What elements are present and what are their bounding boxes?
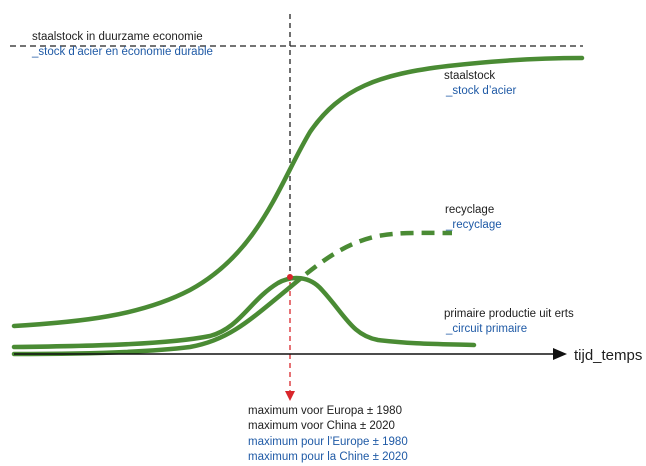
stock-label-fr: _stock d’acier [445, 85, 516, 97]
time-axis-label: tijd_temps [574, 347, 642, 364]
recycling-projection-curve [304, 230, 453, 276]
primary-production-curve [11, 275, 477, 350]
primary-label-nl: primaire productie uit erts [444, 308, 574, 320]
maximum-note-nl-china: maximum voor China ± 2020 [248, 420, 395, 432]
primary-label-fr: _circuit primaire [445, 323, 527, 335]
steel-stock-curve [11, 55, 585, 329]
limit-label-fr: _stock d’acier en économie durable [31, 46, 213, 58]
limit-label-nl: staalstock in duurzame economie [32, 31, 203, 43]
recycling-label-fr: _recyclage [445, 219, 502, 231]
maximum-note-nl-europe: maximum voor Europa ± 1980 [248, 405, 402, 417]
stock-label-nl: staalstock [444, 70, 495, 82]
time-axis-arrowhead [553, 348, 567, 360]
maximum-note-fr-china: maximum pour la Chine ± 2020 [248, 451, 408, 463]
recycling-label-nl: recyclage [445, 204, 494, 216]
maximum-note-fr-europe: maximum pour l’Europe ± 1980 [248, 436, 408, 448]
maximum-marker [287, 274, 293, 280]
